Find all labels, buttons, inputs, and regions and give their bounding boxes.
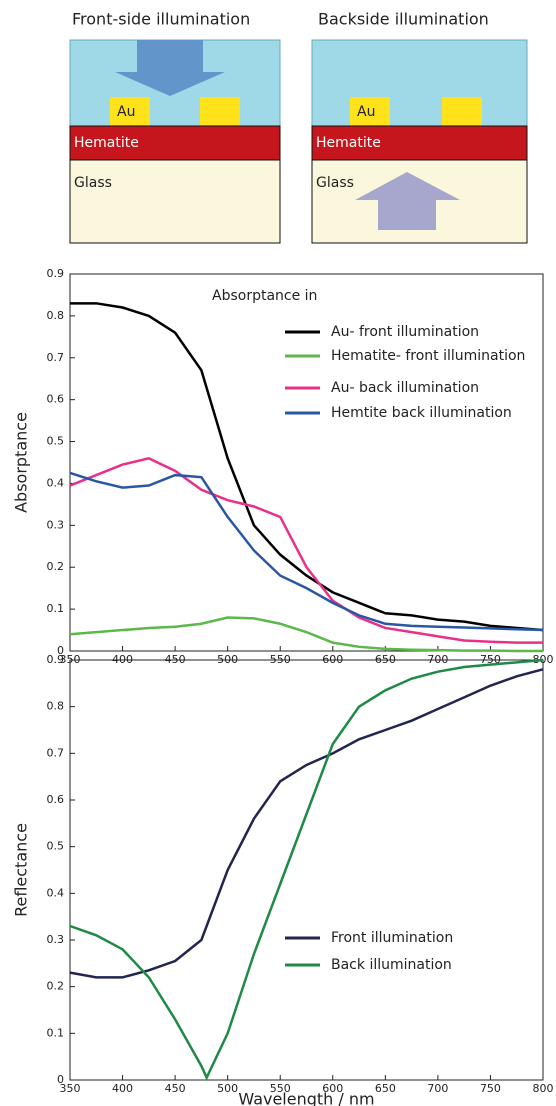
series-line bbox=[69, 471, 544, 632]
series-line bbox=[69, 668, 544, 979]
y-tick-label: 0.9 bbox=[47, 267, 65, 280]
gold-label: Au bbox=[357, 104, 375, 120]
x-axis-label: Wavelength / nm bbox=[238, 1090, 374, 1106]
x-tick-label: 600 bbox=[322, 1082, 343, 1095]
front-diagram: Front-side illumination Au Hematite Glas… bbox=[69, 10, 281, 244]
gold-label: Au bbox=[117, 104, 135, 120]
panel-title: Backside illumination bbox=[318, 10, 489, 29]
series-line bbox=[70, 302, 544, 632]
x-tick-label: 400 bbox=[112, 1082, 133, 1095]
arrow-shaft bbox=[137, 40, 203, 72]
medium bbox=[311, 39, 528, 127]
legend-label: Back illumination bbox=[331, 957, 452, 973]
x-tick-label: 650 bbox=[375, 1082, 396, 1095]
arrow-head bbox=[355, 172, 460, 200]
arrow-shaft bbox=[378, 200, 436, 230]
gold-pad bbox=[350, 97, 390, 125]
x-tick-label: 700 bbox=[427, 1082, 448, 1095]
x-tick-label: 800 bbox=[533, 1082, 554, 1095]
x-tick-label: 750 bbox=[480, 1082, 501, 1095]
y-tick-label: 0 bbox=[57, 1073, 64, 1086]
film-label: Hematite bbox=[316, 135, 381, 151]
back-diagram: Backside illumination Au Hematite Glass bbox=[311, 10, 528, 244]
x-tick-label: 350 bbox=[60, 1082, 81, 1095]
legend-label: Au- back illumination bbox=[331, 380, 479, 396]
film-label: Hematite bbox=[74, 135, 139, 151]
y-tick-label: 0.1 bbox=[47, 602, 65, 615]
substrate-label: Glass bbox=[74, 175, 112, 191]
y-axis-label: Reflectance bbox=[12, 823, 31, 917]
series-line bbox=[69, 456, 543, 644]
y-tick-label: 0.7 bbox=[47, 746, 65, 759]
y-tick-label: 0.8 bbox=[47, 309, 65, 322]
y-axis-label: Absorptance bbox=[12, 412, 31, 513]
plot-frame bbox=[69, 273, 544, 652]
y-tick-label: 0.2 bbox=[47, 980, 65, 993]
gold-pad bbox=[110, 97, 150, 125]
y-tick-label: 0 bbox=[57, 644, 64, 657]
plot-frame bbox=[69, 659, 544, 1081]
y-tick-label: 0.1 bbox=[47, 1026, 65, 1039]
series-line bbox=[69, 658, 544, 1081]
x-tick-label: 500 bbox=[217, 1082, 238, 1095]
y-tick-label: 0.2 bbox=[47, 560, 65, 573]
gold-pad bbox=[200, 97, 240, 125]
panel-title: Front-side illumination bbox=[72, 10, 250, 29]
arrow-head bbox=[115, 72, 225, 96]
y-tick-label: 0.5 bbox=[47, 435, 65, 448]
gold-pad bbox=[442, 97, 482, 125]
y-tick-label: 0.9 bbox=[47, 653, 65, 666]
x-tick-label: 450 bbox=[165, 1082, 186, 1095]
y-tick-label: 0.4 bbox=[47, 886, 65, 899]
legend-title: Absorptance in bbox=[212, 288, 317, 304]
y-tick-label: 0.8 bbox=[47, 700, 65, 713]
y-tick-label: 0.6 bbox=[47, 793, 65, 806]
y-tick-label: 0.4 bbox=[47, 476, 65, 489]
glass-layer bbox=[69, 159, 281, 244]
y-tick-label: 0.3 bbox=[47, 518, 65, 531]
legend-label: Hematite- front illumination bbox=[331, 348, 525, 364]
y-tick-label: 0.5 bbox=[47, 840, 65, 853]
y-tick-label: 0.7 bbox=[47, 351, 65, 364]
y-tick-label: 0.6 bbox=[47, 393, 65, 406]
series-line bbox=[69, 616, 543, 653]
x-tick-label: 550 bbox=[270, 1082, 291, 1095]
hematite-layer bbox=[311, 125, 528, 161]
substrate-label: Glass bbox=[316, 175, 354, 191]
legend-label: Au- front illumination bbox=[331, 324, 479, 340]
legend-label: Front illumination bbox=[331, 930, 453, 946]
legend-label: Hemtite back illumination bbox=[331, 405, 512, 421]
y-tick-label: 0.3 bbox=[47, 933, 65, 946]
